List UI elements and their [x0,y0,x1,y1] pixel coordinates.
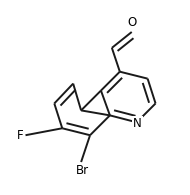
Text: N: N [133,117,142,130]
Text: Br: Br [76,164,89,177]
Text: F: F [17,129,24,142]
Text: O: O [127,16,136,29]
